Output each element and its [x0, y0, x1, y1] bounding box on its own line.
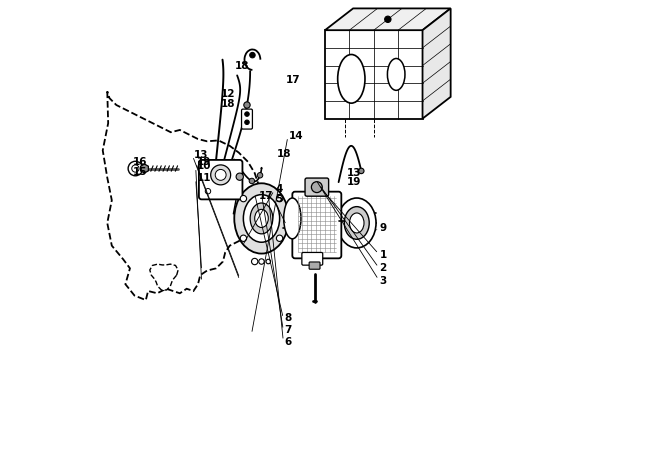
Circle shape — [240, 196, 246, 202]
Text: 8: 8 — [284, 313, 291, 323]
Circle shape — [359, 168, 364, 174]
FancyBboxPatch shape — [302, 253, 323, 265]
Ellipse shape — [243, 195, 280, 242]
Text: 11: 11 — [197, 172, 211, 182]
Text: 4: 4 — [275, 184, 283, 194]
Text: 18: 18 — [235, 61, 250, 71]
Circle shape — [311, 182, 322, 192]
Text: 13: 13 — [346, 168, 361, 178]
Text: 19: 19 — [346, 177, 361, 187]
Text: 12: 12 — [220, 89, 235, 99]
Ellipse shape — [250, 203, 273, 234]
Polygon shape — [140, 164, 148, 173]
Circle shape — [259, 259, 264, 264]
FancyBboxPatch shape — [199, 160, 242, 199]
Circle shape — [244, 102, 250, 108]
Ellipse shape — [283, 198, 301, 239]
Text: 19: 19 — [197, 157, 211, 167]
Circle shape — [276, 235, 283, 242]
Text: 5: 5 — [275, 194, 282, 204]
Circle shape — [252, 258, 258, 265]
Circle shape — [236, 173, 243, 180]
Circle shape — [240, 235, 246, 242]
Text: 3: 3 — [380, 276, 387, 286]
Text: 14: 14 — [289, 131, 304, 141]
Ellipse shape — [344, 207, 369, 239]
Text: 15: 15 — [133, 167, 147, 177]
Polygon shape — [150, 264, 178, 290]
Text: 13: 13 — [194, 150, 208, 160]
Circle shape — [211, 165, 231, 185]
Circle shape — [385, 16, 391, 22]
Circle shape — [132, 165, 139, 172]
FancyBboxPatch shape — [242, 109, 252, 129]
Ellipse shape — [350, 213, 364, 233]
Circle shape — [205, 188, 211, 194]
FancyBboxPatch shape — [309, 262, 320, 269]
Ellipse shape — [255, 209, 268, 228]
Polygon shape — [103, 91, 261, 300]
Circle shape — [250, 52, 255, 58]
Polygon shape — [325, 8, 450, 30]
Circle shape — [276, 196, 283, 202]
Circle shape — [244, 120, 249, 125]
Ellipse shape — [387, 59, 405, 91]
Text: 9: 9 — [380, 222, 387, 233]
Circle shape — [215, 169, 226, 180]
Ellipse shape — [338, 55, 365, 103]
Text: 17: 17 — [259, 191, 274, 201]
Polygon shape — [325, 30, 422, 119]
Circle shape — [266, 259, 270, 264]
FancyBboxPatch shape — [292, 192, 341, 258]
FancyBboxPatch shape — [305, 178, 329, 196]
Polygon shape — [422, 8, 450, 119]
Text: 18: 18 — [276, 149, 291, 159]
Circle shape — [244, 112, 249, 116]
Ellipse shape — [337, 198, 376, 248]
Text: 18: 18 — [220, 99, 235, 109]
Text: 10: 10 — [197, 161, 211, 171]
Text: 7: 7 — [284, 325, 292, 335]
Text: 16: 16 — [133, 157, 147, 167]
Text: 1: 1 — [380, 250, 387, 260]
Circle shape — [257, 172, 263, 178]
Circle shape — [128, 161, 142, 176]
Circle shape — [249, 178, 255, 184]
Ellipse shape — [234, 183, 289, 253]
Text: 17: 17 — [285, 75, 300, 85]
Text: 2: 2 — [380, 263, 387, 273]
Text: 6: 6 — [284, 337, 291, 347]
